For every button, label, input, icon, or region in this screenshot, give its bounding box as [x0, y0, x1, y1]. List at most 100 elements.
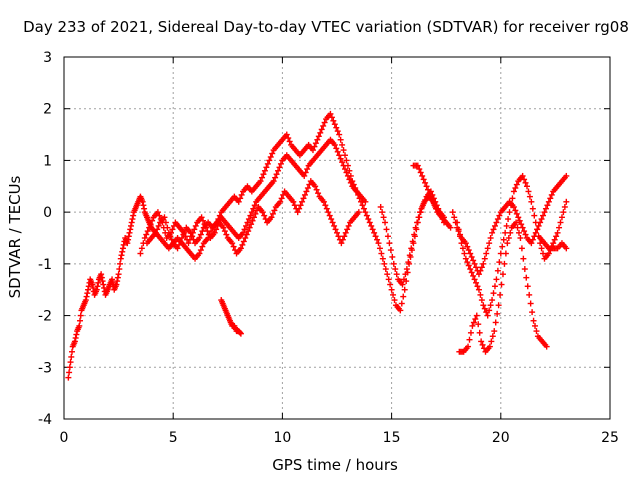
data-point — [465, 262, 472, 269]
data-point — [126, 229, 133, 236]
data-point — [414, 162, 421, 169]
data-point — [502, 229, 509, 236]
data-point — [336, 131, 343, 138]
data-point — [109, 276, 116, 283]
data-point — [66, 364, 73, 371]
data-point — [369, 226, 376, 233]
data-point — [400, 293, 407, 300]
data-point — [118, 252, 125, 259]
data-point — [505, 235, 512, 241]
data-point — [197, 231, 204, 238]
data-point — [374, 236, 381, 243]
data-point — [387, 247, 394, 254]
data-point — [85, 286, 92, 293]
data-point — [191, 226, 198, 233]
data-point — [477, 291, 484, 298]
data-point — [303, 188, 310, 195]
data-point — [411, 231, 418, 238]
data-point — [213, 226, 220, 233]
data-point — [430, 200, 437, 207]
data-point — [317, 129, 324, 136]
data-point — [488, 338, 495, 345]
data-point — [405, 259, 412, 266]
data-point — [291, 202, 298, 209]
data-point — [504, 240, 511, 247]
data-point — [154, 209, 161, 216]
data-point — [264, 160, 271, 167]
data-point — [409, 238, 416, 245]
data-point — [496, 259, 503, 266]
data-point — [390, 260, 397, 267]
data-point — [259, 174, 266, 181]
data-point — [476, 329, 483, 336]
data-point — [540, 250, 547, 257]
y-tick-label: -3 — [38, 360, 52, 376]
data-point — [162, 229, 169, 236]
data-point — [341, 233, 348, 240]
data-point — [67, 359, 74, 366]
data-point — [248, 209, 255, 216]
data-point — [272, 174, 279, 181]
data-point — [507, 202, 514, 209]
data-point — [247, 212, 254, 219]
data-point — [512, 185, 519, 192]
data-point — [237, 330, 244, 337]
data-point — [416, 209, 423, 216]
data-point — [343, 169, 350, 176]
x-tick-label: 10 — [273, 430, 291, 446]
data-point — [486, 307, 493, 314]
data-point — [90, 284, 97, 291]
data-point — [327, 110, 334, 117]
data-point — [182, 233, 189, 240]
data-point — [382, 266, 389, 273]
x-tick-label: 0 — [60, 430, 69, 446]
data-point — [545, 250, 552, 257]
data-point — [259, 209, 266, 216]
data-point — [491, 328, 498, 335]
data-point — [328, 114, 335, 121]
data-point — [473, 279, 480, 286]
data-point — [383, 226, 390, 233]
data-point — [472, 316, 479, 323]
data-point — [271, 207, 278, 214]
data-point — [277, 160, 284, 167]
data-point — [302, 169, 309, 176]
data-point — [416, 166, 423, 173]
data-point — [197, 247, 204, 254]
data-point — [418, 205, 425, 212]
data-point — [419, 172, 426, 179]
y-tick-label: 0 — [43, 205, 52, 221]
data-point — [470, 319, 477, 326]
data-point — [554, 229, 561, 236]
data-point — [338, 240, 345, 247]
data-point — [503, 222, 510, 229]
data-point — [196, 250, 203, 257]
data-point — [269, 210, 276, 217]
data-point — [277, 198, 284, 205]
data-point — [339, 159, 346, 166]
data-point — [269, 150, 276, 157]
data-point — [125, 233, 132, 240]
data-point — [268, 214, 275, 221]
data-point — [532, 229, 539, 236]
data-point — [296, 205, 303, 212]
data-point — [385, 276, 392, 283]
data-point — [290, 198, 297, 205]
data-point — [116, 266, 123, 273]
data-point — [196, 235, 203, 241]
data-point — [65, 374, 72, 381]
data-point — [139, 198, 146, 205]
data-point — [339, 236, 346, 243]
x-tick-label: 15 — [383, 430, 401, 446]
data-point — [484, 245, 491, 252]
data-point — [114, 278, 121, 285]
data-point — [455, 226, 462, 233]
data-point — [399, 281, 406, 288]
data-point — [201, 221, 208, 228]
data-point — [538, 245, 545, 252]
data-point — [237, 245, 244, 252]
data-point — [501, 260, 508, 267]
data-point — [550, 240, 557, 247]
data-point — [235, 198, 242, 205]
data-point — [419, 202, 426, 209]
